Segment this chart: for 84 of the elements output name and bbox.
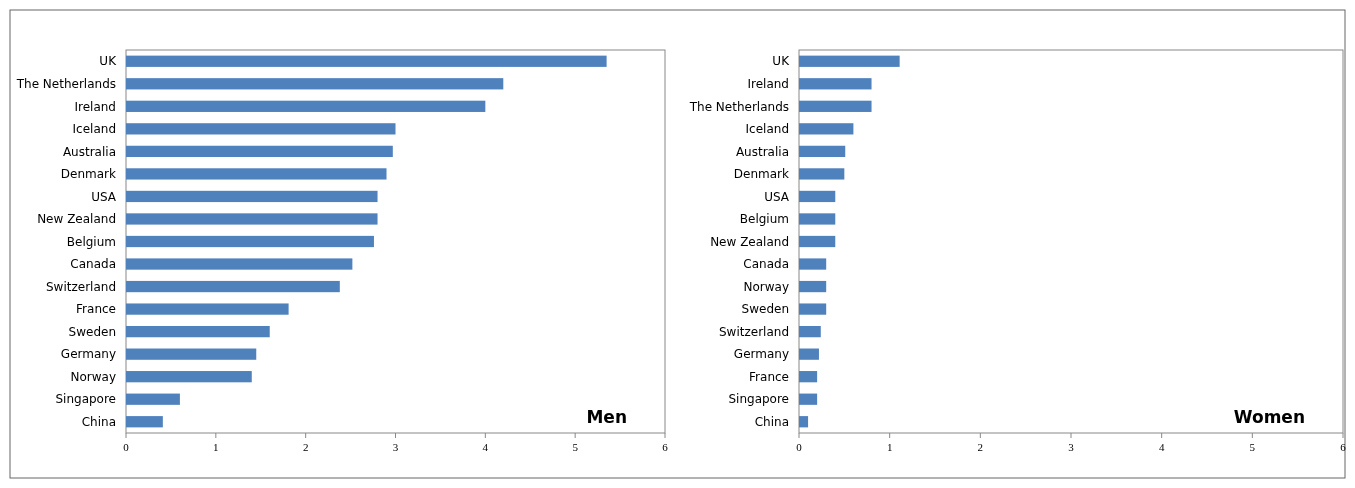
bar [799,303,827,315]
y-tick-label: Germany [733,347,789,362]
bar [126,348,257,360]
bar [799,55,900,67]
bar [126,416,163,428]
bar [126,123,396,135]
bar [126,325,270,338]
bar [799,168,845,180]
bar [799,348,819,360]
y-tick-label: Iceland [745,122,789,137]
y-tick-label: Singapore [728,392,789,407]
y-tick-label: Iceland [72,122,116,137]
y-tick-label: Norway [743,279,789,294]
y-tick-label: The Netherlands [15,76,116,91]
x-tick-label: 3 [392,441,399,453]
x-tick-label: 6 [1340,441,1347,453]
y-tick-label: Belgium [66,234,116,249]
bar [799,280,827,293]
bar [799,325,821,338]
bar [799,235,836,248]
bar [126,145,393,158]
y-tick-label: Canada [743,257,789,272]
x-tick-label: 6 [662,441,669,453]
y-tick-label: Ireland [74,99,116,114]
y-tick-label: China [81,414,116,429]
y-tick-label: UK [99,54,118,69]
bar [799,78,872,90]
y-tick-label: USA [764,189,790,204]
x-tick-label: 0 [123,441,130,453]
y-tick-label: UK [772,54,791,69]
bar [126,258,353,270]
x-tick-label: 1 [886,441,893,453]
bar [799,123,854,135]
bar [126,168,387,180]
bar [126,55,607,67]
y-tick-label: China [754,414,789,429]
annotation: Men [586,407,627,427]
bar [799,416,809,428]
bar [799,258,827,270]
bar [799,100,872,112]
y-tick-label: Switzerland [719,324,789,339]
bar [126,235,374,248]
y-tick-label: Canada [70,257,116,272]
bar [126,213,378,225]
bar [799,145,846,158]
y-tick-label: Belgium [739,212,789,227]
x-tick-label: 5 [572,441,579,453]
bar [799,371,818,383]
bar [799,190,836,203]
y-tick-label: France [749,369,789,384]
y-tick-label: Denmark [733,167,790,182]
x-tick-label: 5 [1249,441,1256,453]
y-tick-label: The Netherlands [688,99,789,114]
y-tick-label: Ireland [747,76,789,91]
x-tick-label: 4 [1158,441,1165,453]
y-tick-label: Sweden [68,324,116,339]
bar [126,280,340,293]
x-tick-label: 4 [482,441,489,453]
x-tick-label: 3 [1068,441,1075,453]
y-tick-label: USA [91,189,117,204]
x-tick-label: 0 [796,441,803,453]
y-tick-label: Switzerland [46,279,116,294]
x-tick-label: 1 [213,441,219,453]
y-tick-label: Norway [70,369,116,384]
y-tick-label: Sweden [741,302,789,317]
bar [126,78,504,90]
y-tick-label: New Zealand [37,212,116,227]
bar [799,213,836,225]
x-tick-label: 2 [302,441,309,453]
y-tick-label: New Zealand [710,234,789,249]
bar [126,303,289,315]
bar [799,393,818,405]
bar [126,100,486,112]
y-tick-label: Denmark [60,167,117,182]
y-tick-label: France [76,302,116,317]
annotation: Women [1233,407,1305,427]
y-tick-label: Germany [60,347,116,362]
x-tick-label: 2 [977,441,984,453]
y-tick-label: Singapore [55,392,116,407]
y-tick-label: Australia [62,144,116,159]
bar [126,371,252,383]
y-tick-label: Australia [735,144,789,159]
bar [126,190,378,203]
bar [126,393,180,405]
